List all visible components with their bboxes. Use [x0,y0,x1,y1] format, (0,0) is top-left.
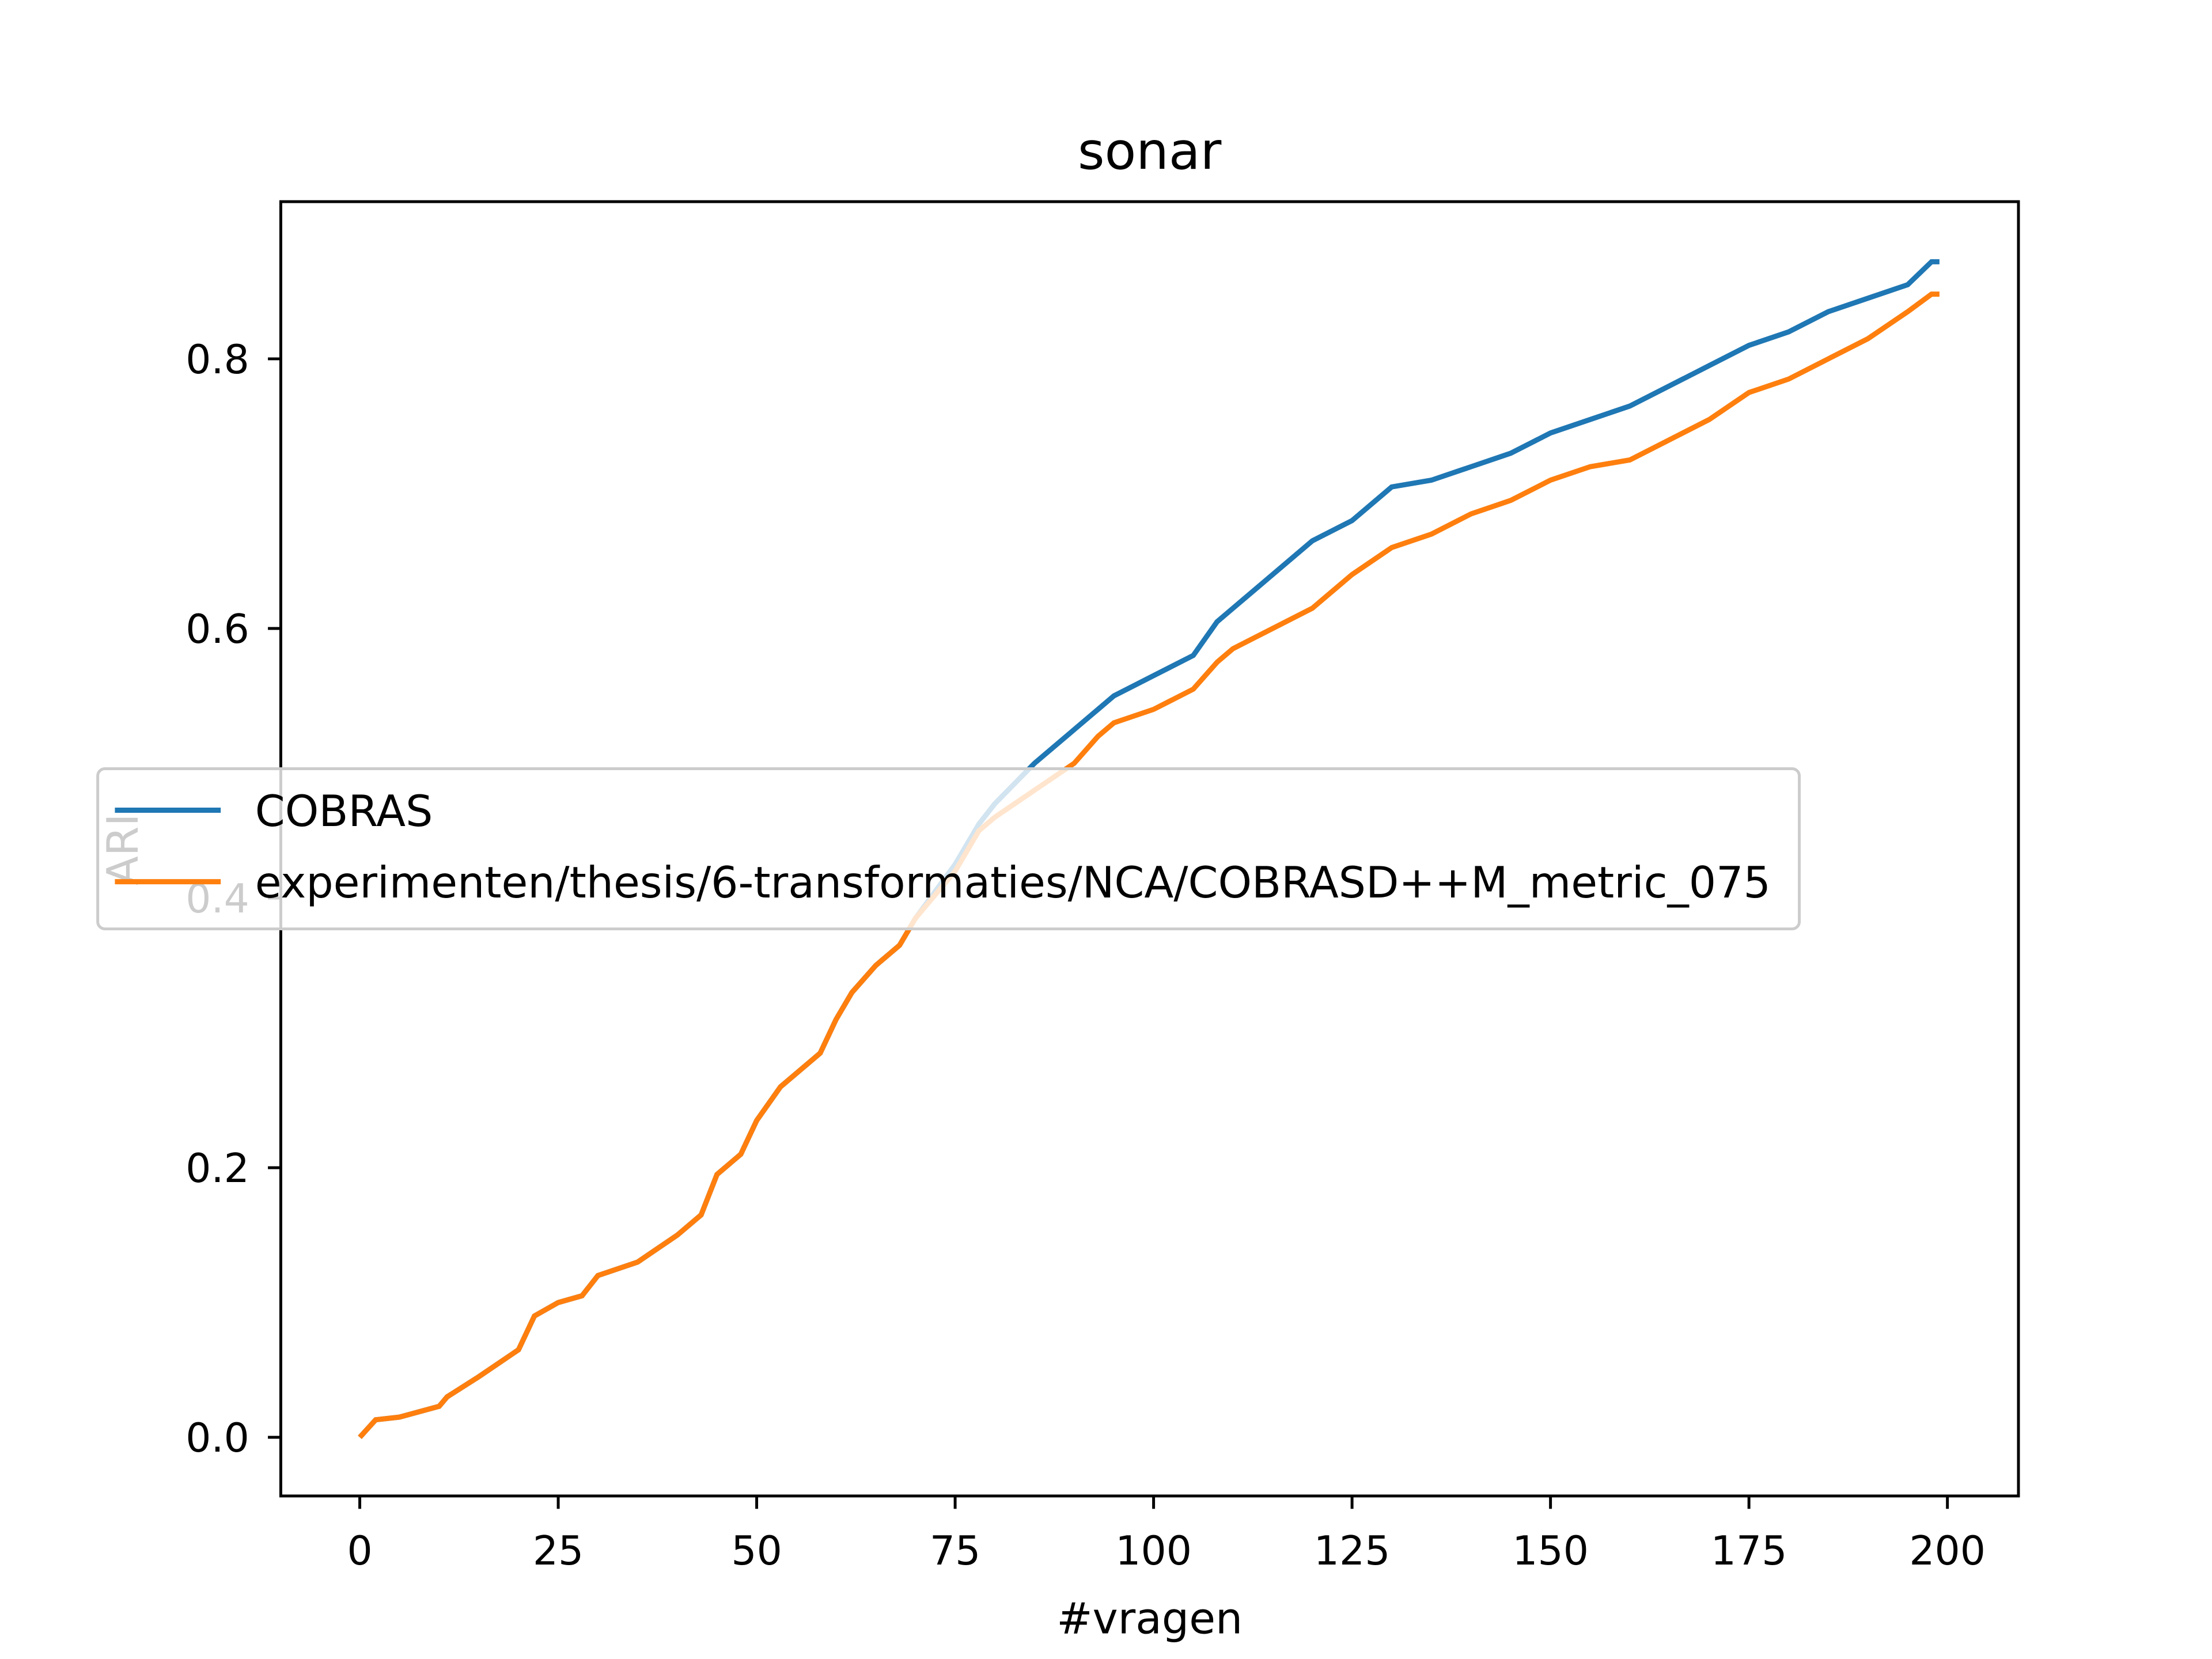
x-tick-label: 0 [347,1528,372,1574]
x-tick-label: 125 [1314,1528,1391,1574]
x-tick-label: 100 [1115,1528,1192,1574]
x-tick-label: 175 [1711,1528,1787,1574]
x-tick-label: 75 [930,1528,980,1574]
x-tick-label: 25 [533,1528,584,1574]
x-tick-label: 200 [1909,1528,1986,1574]
legend-label: experimenten/thesis/6-transformaties/NCA… [255,858,1771,908]
chart-title: sonar [1078,122,1222,181]
y-tick-label: 0.6 [185,606,249,653]
legend-label: COBRAS [255,786,433,836]
legend-box [96,767,1801,931]
x-axis-label: #vragen [1056,1593,1243,1643]
y-tick-label: 0.8 [185,336,249,383]
y-tick-label: 0.0 [185,1415,249,1461]
legend: COBRAS experimenten/thesis/6-transformati… [96,767,1801,931]
x-tick-label: 50 [731,1528,782,1574]
y-tick-label: 0.2 [185,1145,249,1192]
x-tick-label: 150 [1512,1528,1589,1574]
